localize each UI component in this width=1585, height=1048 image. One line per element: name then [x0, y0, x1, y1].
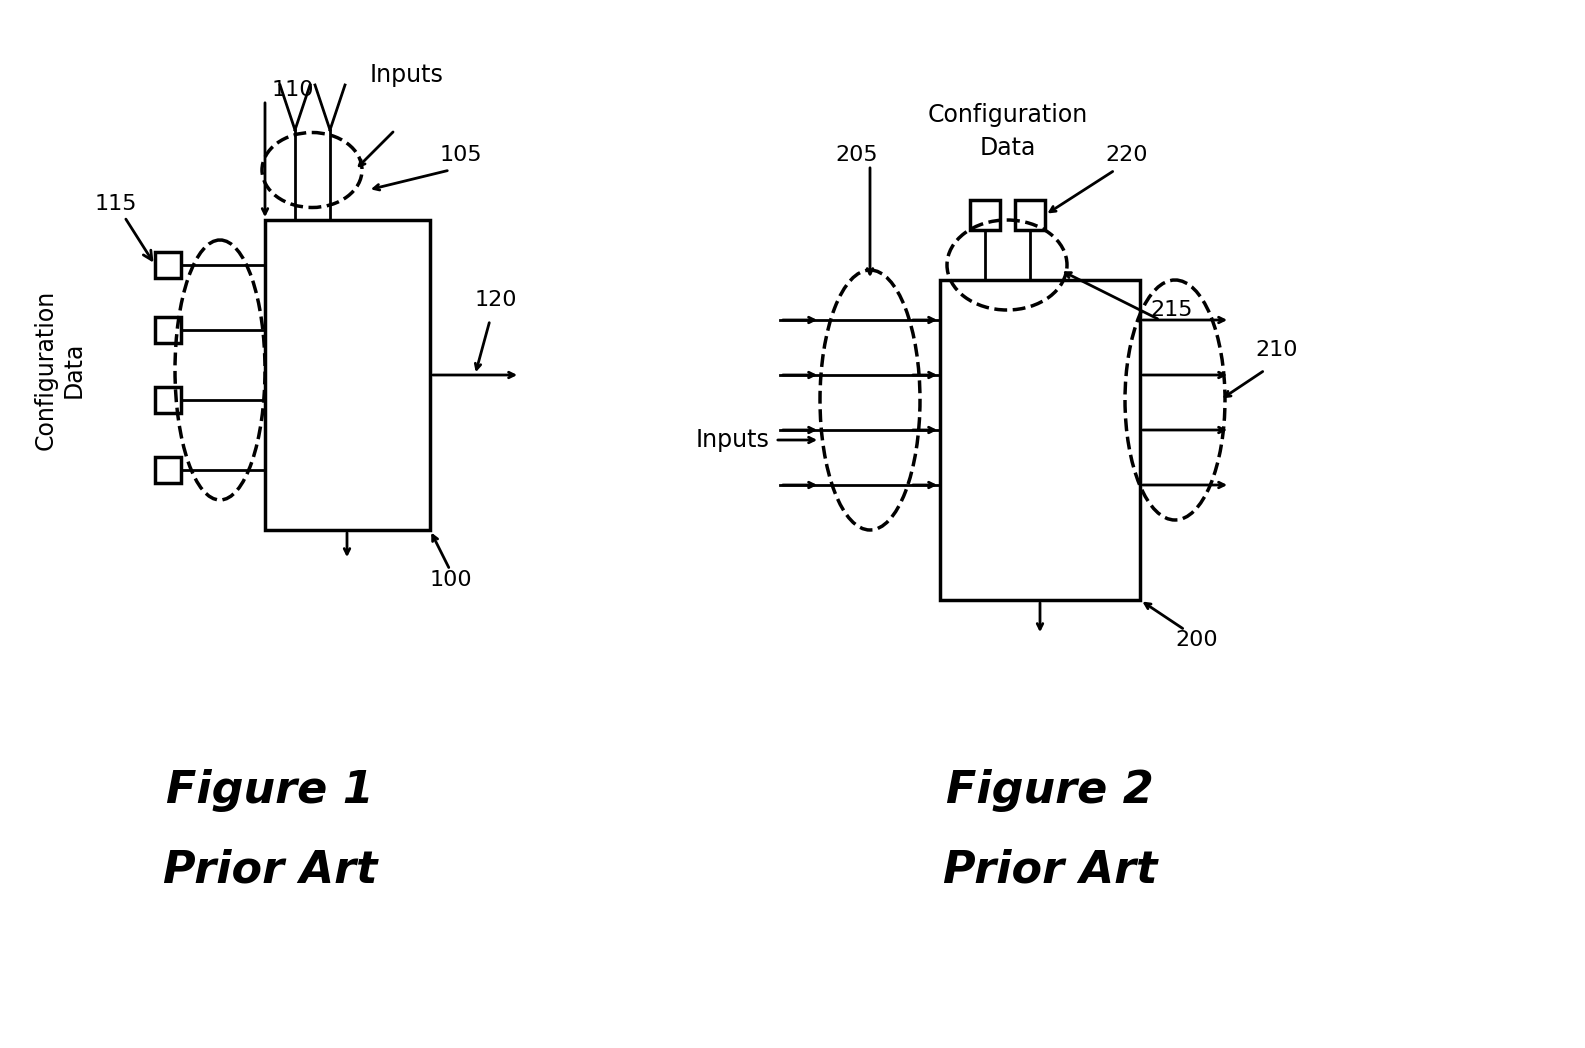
Text: Configuration
Data: Configuration Data — [35, 290, 86, 451]
Bar — [1014, 200, 1045, 230]
Text: 210: 210 — [1255, 340, 1298, 361]
Text: Prior Art: Prior Art — [943, 849, 1157, 892]
Text: 200: 200 — [1174, 630, 1217, 650]
Text: Figure 1: Figure 1 — [166, 768, 374, 811]
Bar — [155, 387, 181, 413]
Text: 110: 110 — [273, 80, 314, 100]
Text: Data: Data — [980, 136, 1037, 160]
Text: 220: 220 — [1105, 145, 1148, 165]
Text: 100: 100 — [430, 570, 472, 590]
Text: 215: 215 — [1151, 300, 1192, 320]
Text: Figure 2: Figure 2 — [946, 768, 1154, 811]
Text: Configuration: Configuration — [927, 103, 1089, 127]
Bar — [155, 252, 181, 278]
Text: 115: 115 — [95, 194, 152, 260]
Text: Prior Art: Prior Art — [163, 849, 377, 892]
Text: 205: 205 — [835, 145, 878, 165]
Bar — [970, 200, 1000, 230]
Text: 105: 105 — [441, 145, 482, 165]
Text: 120: 120 — [476, 290, 517, 310]
Text: Inputs: Inputs — [696, 428, 770, 452]
Text: Inputs: Inputs — [369, 63, 444, 87]
Bar — [265, 220, 430, 530]
Bar — [940, 280, 1140, 601]
Bar — [155, 457, 181, 483]
Bar — [155, 316, 181, 343]
